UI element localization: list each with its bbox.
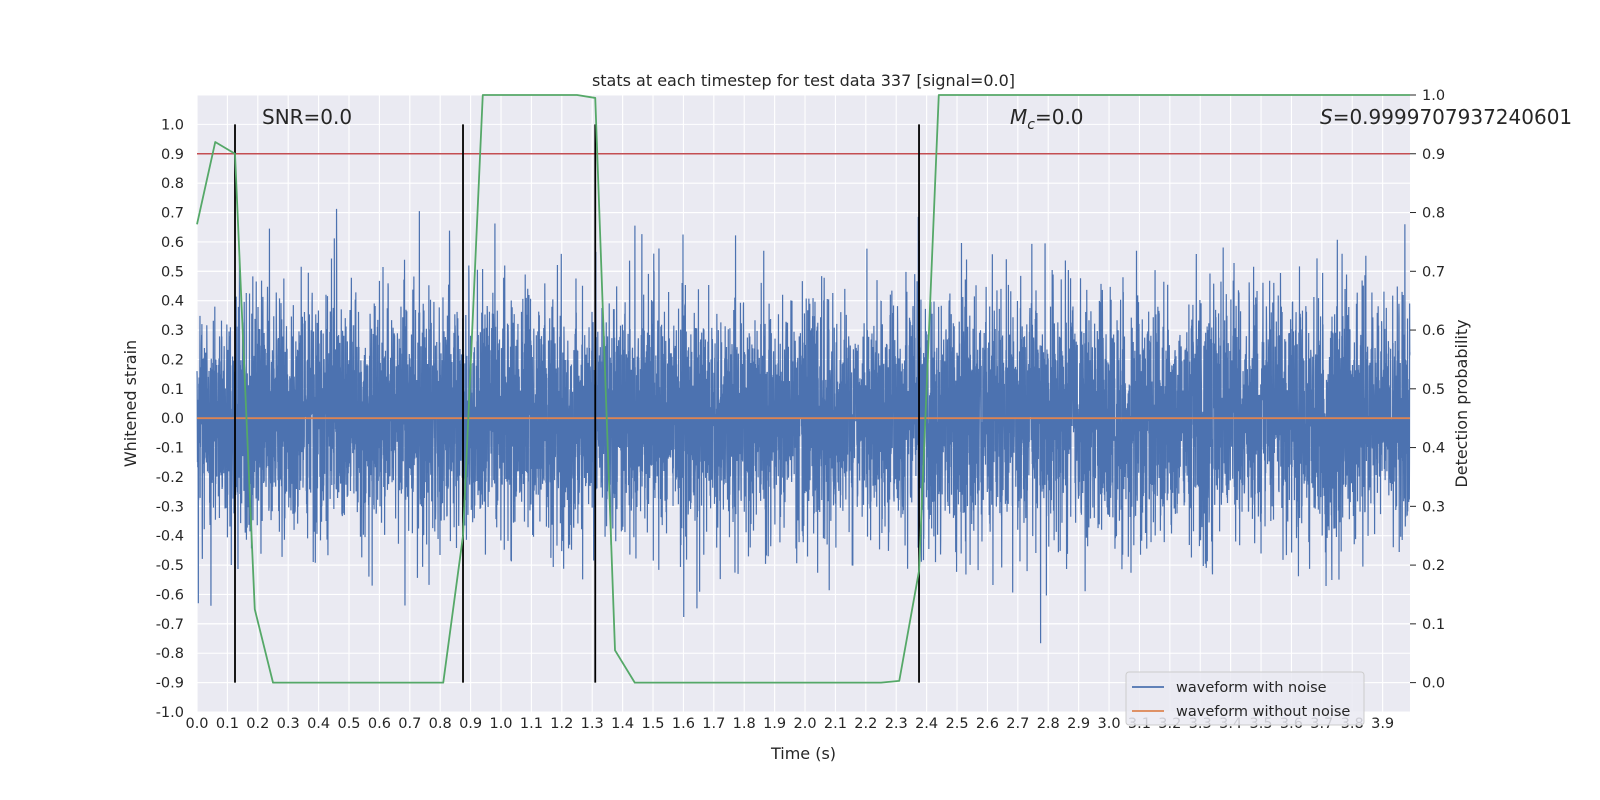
x-tick-label: 0.8 [429,716,452,732]
series-detection-probability [196,94,1410,684]
annotation-snr: SNR=0.0 [262,105,352,129]
x-tick-label: 0.7 [398,716,421,732]
legend: waveform with noise waveform without nois… [1125,671,1365,726]
y-tick-label-left: -1.0 [156,705,184,721]
x-tick-label: 2.1 [824,716,847,732]
x-tick-label: 0.2 [246,716,269,732]
annotation-mc-subscript: c [1027,117,1035,133]
y-tick-label-right: 0.3 [1422,499,1445,515]
y-tick-label-right: 0.9 [1422,147,1445,163]
chart-title: stats at each timestep for test data 337… [592,71,1015,90]
y-axis-label-left: Whitened strain [121,340,140,467]
overlay-lines [196,94,1410,684]
x-tick-label: 1.9 [763,716,786,732]
x-tick-label: 1.6 [672,716,695,732]
series-waveform-with-noise [196,208,1411,644]
y-tick-label-left: -0.6 [156,587,184,603]
y-tick-label-left: -0.2 [156,470,184,486]
y-tick-label-left: 1.0 [161,117,184,133]
legend-label: waveform without noise [1176,704,1350,720]
y-tick-label-left: -0.9 [156,676,184,692]
x-tick-label: 1.3 [581,716,604,732]
noise-trace [196,208,1411,644]
x-tick-label: 2.6 [976,716,999,732]
x-tick-label: 2.8 [1037,716,1060,732]
annotation-chirp-mass: Mc=0.0 [1010,105,1084,133]
y-tick-label-left: 0.2 [161,352,184,368]
x-tick-label: 0.3 [277,716,300,732]
y-tick-label-right: 0.8 [1422,206,1445,222]
x-tick-label: 1.2 [550,716,573,732]
legend-box [1125,671,1365,726]
y-tick-label-left: -0.7 [156,617,184,633]
annotation-score: S=0.9999707937240601 [1320,105,1572,129]
x-tick-label: 3.9 [1371,716,1394,732]
x-tick-label: 0.5 [337,716,360,732]
y-tick-label-left: 0.0 [161,411,184,427]
legend-label: waveform with noise [1176,680,1327,696]
x-tick-label: 1.7 [702,716,725,732]
annotation-s-value: =0.9999707937240601 [1333,105,1572,129]
x-tick-label: 1.0 [489,716,512,732]
y-tick-label-left: 0.5 [161,264,184,280]
y-tick-label-right: 0.7 [1422,264,1445,280]
y-tick-label-right: 1.0 [1422,88,1445,104]
annotation-s-symbol: S [1320,105,1333,129]
y-tick-label-right: 0.6 [1422,323,1445,339]
x-tick-label: 2.9 [1067,716,1090,732]
y-tick-label-left: 0.4 [161,294,184,310]
y-tick-label-left: 0.8 [161,176,184,192]
y-tick-label-left: -0.5 [156,558,184,574]
x-tick-label: 0.1 [216,716,239,732]
y-tick-label-right: 0.5 [1422,382,1445,398]
x-tick-label: 0.4 [307,716,330,732]
y-tick-label-right: 0.2 [1422,558,1445,574]
x-tick-label: 2.5 [945,716,968,732]
x-tick-label: 1.8 [733,716,756,732]
x-tick-label: 2.0 [793,716,816,732]
x-tick-label: 2.2 [854,716,877,732]
x-tick-label: 1.4 [611,716,634,732]
x-tick-label: 0.0 [185,716,208,732]
x-tick-label: 0.9 [459,716,482,732]
x-tick-label: 2.7 [1006,716,1029,732]
y-tick-label-left: -0.1 [156,441,184,457]
annotation-mc-value: =0.0 [1035,105,1084,129]
y-tick-label-left: 0.6 [161,235,184,251]
y-tick-label-right: 0.1 [1422,617,1445,633]
y-tick-label-left: -0.3 [156,499,184,515]
y-tick-label-left: 0.9 [161,147,184,163]
y-axis-label-right: Detection probability [1452,319,1471,487]
annotation-mc-symbol: M [1010,105,1027,129]
y-tick-label-left: 0.7 [161,206,184,222]
y-tick-label-right: 0.0 [1422,676,1445,692]
x-tick-label: 2.4 [915,716,938,732]
y-tick-label-left: -0.4 [156,529,184,545]
axis-ticks: 0.0 0.1 0.2 0.3 0.4 0.5 0.6 0.7 0.8 0.9 1.0 1.1 1.2 1… [156,88,1445,732]
x-tick-label: 1.1 [520,716,543,732]
x-axis-label: Time (s) [770,744,836,763]
y-tick-label-left: 0.3 [161,323,184,339]
y-tick-label-left: 0.1 [161,382,184,398]
x-tick-label: 0.6 [368,716,391,732]
x-tick-label: 2.3 [885,716,908,732]
y-tick-label-right: 0.4 [1422,441,1445,457]
x-tick-label: 1.5 [641,716,664,732]
x-tick-label: 3.0 [1097,716,1120,732]
y-tick-label-left: -0.8 [156,646,184,662]
